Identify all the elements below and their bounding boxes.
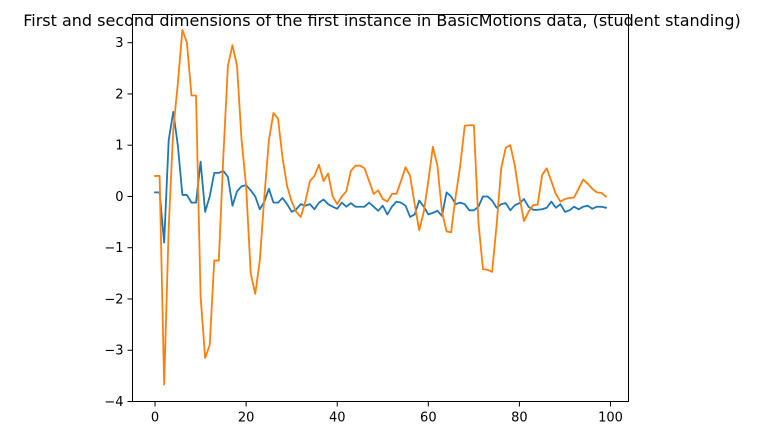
y-tick-label: −1 <box>104 241 123 256</box>
x-tick-label: 20 <box>238 411 255 426</box>
plot-frame <box>132 14 629 402</box>
x-tick-label: 0 <box>151 411 159 426</box>
series-line-2 <box>154 28 608 386</box>
series-layer <box>154 28 608 386</box>
y-tick-label: 1 <box>115 139 123 154</box>
y-tick-label: 3 <box>115 36 123 51</box>
y-tick-label: 0 <box>115 190 123 205</box>
x-tick-label: 60 <box>420 411 437 426</box>
y-tick-label: −4 <box>104 395 123 410</box>
x-tick-label: 80 <box>511 411 528 426</box>
chart-title: First and second dimensions of the first… <box>23 11 741 30</box>
y-axis: −4 −3 −2 −1 0 1 2 3 <box>104 36 133 410</box>
x-tick-label: 40 <box>329 411 346 426</box>
x-tick-label: 100 <box>598 411 623 426</box>
x-axis: 0 20 40 60 80 100 <box>151 401 623 426</box>
y-tick-label: −3 <box>104 344 123 359</box>
y-tick-label: −2 <box>104 292 123 307</box>
y-tick-label: 2 <box>115 87 123 102</box>
